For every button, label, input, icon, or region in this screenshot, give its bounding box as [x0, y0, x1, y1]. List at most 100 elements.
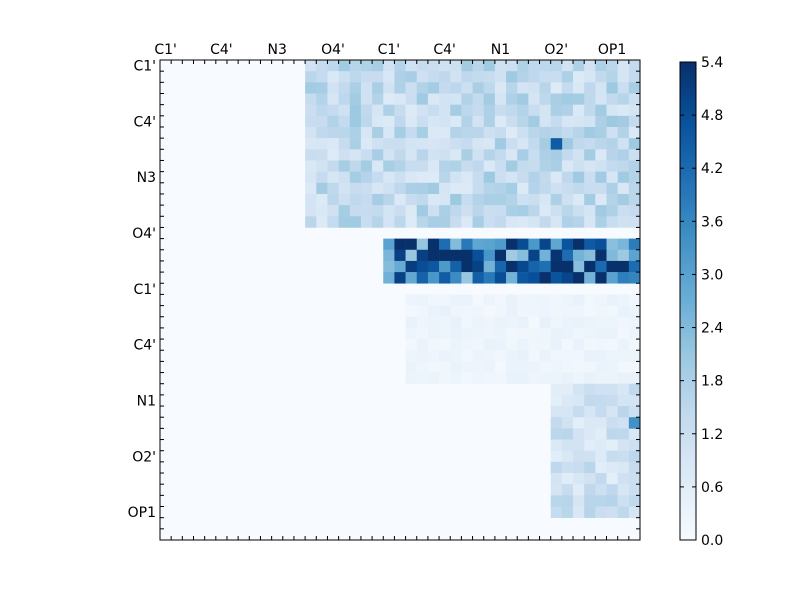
- heatmap-cell: [316, 93, 328, 105]
- heatmap-cell: [439, 182, 451, 195]
- heatmap-cell: [561, 473, 574, 485]
- heatmap-cell: [360, 182, 373, 195]
- heatmap-cell: [483, 104, 496, 117]
- heatmap-cell: [617, 394, 630, 407]
- heatmap-cell: [606, 60, 618, 72]
- heatmap-cell: [427, 126, 440, 139]
- heatmap-cell: [595, 406, 607, 418]
- heatmap-cell: [617, 506, 630, 518]
- heatmap-cell: [550, 149, 563, 161]
- heatmap-cell: [606, 193, 618, 206]
- x-tick-label: N3: [268, 42, 287, 58]
- heatmap-cell: [595, 93, 607, 105]
- heatmap-cell: [628, 361, 641, 373]
- heatmap-cell: [617, 205, 630, 217]
- heatmap-cell: [517, 171, 529, 184]
- heatmap-cell: [517, 316, 529, 329]
- heatmap-cell: [383, 249, 395, 262]
- heatmap-cell: [506, 205, 518, 217]
- heatmap-cell: [606, 294, 618, 306]
- heatmap-cell: [573, 383, 585, 396]
- heatmap-cell: [461, 316, 473, 329]
- heatmap-cell: [617, 316, 630, 329]
- heatmap-cell: [584, 171, 596, 184]
- heatmap-cell: [427, 115, 440, 128]
- heatmap-cell: [517, 126, 529, 139]
- heatmap-cell: [327, 104, 339, 117]
- heatmap-cell: [539, 272, 551, 284]
- heatmap-cell: [305, 115, 317, 128]
- heatmap-cell: [305, 160, 317, 172]
- heatmap-cell: [461, 361, 473, 373]
- heatmap-cell: [327, 60, 339, 72]
- heatmap-cell: [472, 260, 485, 273]
- heatmap-cell: [327, 138, 339, 150]
- heatmap-cell: [595, 495, 607, 507]
- heatmap-cell: [584, 205, 596, 217]
- heatmap-cell: [483, 294, 496, 306]
- heatmap-cell: [617, 361, 630, 373]
- heatmap-cell: [617, 115, 630, 128]
- heatmap-cell: [561, 238, 574, 251]
- heatmap-cell: [439, 216, 451, 228]
- y-tick-label: C1': [133, 282, 156, 298]
- heatmap-cell: [628, 160, 641, 172]
- heatmap-cell: [461, 193, 473, 206]
- heatmap-cell: [606, 394, 618, 407]
- heatmap-cell: [416, 160, 429, 172]
- heatmap-cell: [416, 205, 429, 217]
- heatmap-cell: [628, 473, 641, 485]
- heatmap-cell: [450, 316, 462, 329]
- heatmap-cell: [606, 361, 618, 373]
- heatmap-cell: [494, 372, 507, 385]
- heatmap-cell: [427, 361, 440, 373]
- heatmap-cell: [316, 216, 328, 228]
- heatmap-cell: [561, 82, 574, 94]
- heatmap-cell: [338, 171, 351, 184]
- heatmap-cell: [584, 60, 596, 72]
- heatmap-cell: [372, 171, 384, 184]
- heatmap-cell: [595, 428, 607, 440]
- heatmap-cell: [506, 272, 518, 284]
- heatmap-cell: [584, 305, 596, 318]
- heatmap-cell: [472, 205, 485, 217]
- heatmap-cell: [427, 149, 440, 161]
- heatmap-cell: [517, 160, 529, 172]
- heatmap-cell: [506, 71, 518, 83]
- heatmap-cell: [628, 138, 641, 150]
- heatmap-cell: [472, 104, 485, 117]
- heatmap-cell: [416, 238, 429, 251]
- heatmap-cell: [338, 126, 351, 139]
- heatmap-cell: [573, 327, 585, 340]
- heatmap-cell: [628, 372, 641, 385]
- y-tick-label: N3: [137, 170, 156, 186]
- heatmap-cell: [405, 171, 418, 184]
- heatmap-cell: [316, 71, 328, 83]
- heatmap-cell: [517, 149, 529, 161]
- heatmap-cell: [595, 104, 607, 117]
- heatmap-cell: [360, 216, 373, 228]
- heatmap-cell: [550, 115, 563, 128]
- heatmap-cell: [606, 238, 618, 251]
- heatmap-cell: [427, 138, 440, 150]
- heatmap-cell: [584, 193, 596, 206]
- heatmap-cell: [550, 439, 563, 451]
- heatmap-cell: [550, 383, 563, 396]
- heatmap-cell: [416, 71, 429, 83]
- heatmap-cell: [450, 305, 462, 318]
- heatmap-cell: [539, 372, 551, 385]
- heatmap-cell: [561, 171, 574, 184]
- heatmap-cell: [416, 138, 429, 150]
- heatmap-cell: [483, 193, 496, 206]
- heatmap-cell: [595, 473, 607, 485]
- heatmap-cell: [573, 417, 585, 429]
- heatmap-cell: [461, 216, 473, 228]
- heatmap-cell: [450, 82, 462, 94]
- heatmap-cell: [506, 171, 518, 184]
- heatmap-cell: [405, 205, 418, 217]
- heatmap-cell: [494, 350, 507, 362]
- heatmap-cell: [528, 126, 540, 139]
- heatmap-cell: [427, 205, 440, 217]
- heatmap-cell: [416, 327, 429, 340]
